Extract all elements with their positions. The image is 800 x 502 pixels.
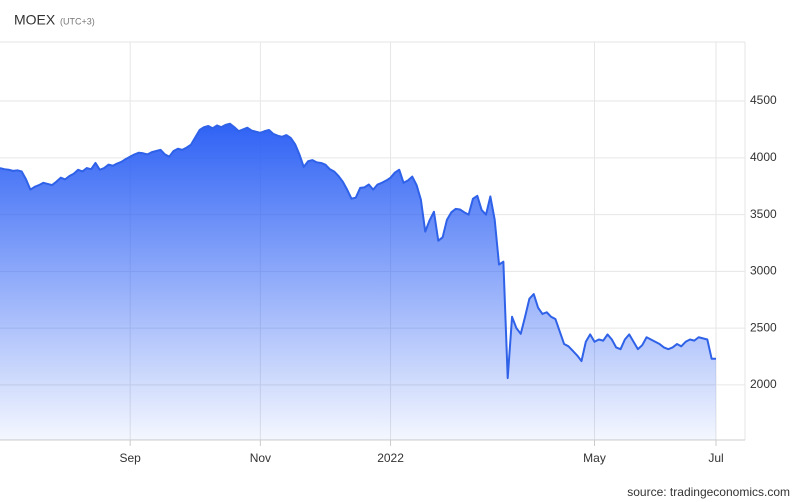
y-tick-label: 2500 xyxy=(750,320,777,334)
x-tick-label: Jul xyxy=(708,451,723,465)
source-note: source: tradingeconomics.com xyxy=(627,485,790,499)
chart-title: MOEX xyxy=(14,12,56,28)
x-tick-label: Sep xyxy=(120,451,142,465)
x-tick-label: Nov xyxy=(250,451,271,465)
area-fill xyxy=(0,123,716,440)
x-tick-label: May xyxy=(583,451,606,465)
y-tick-label: 3500 xyxy=(750,207,777,221)
y-tick-label: 4000 xyxy=(750,150,777,164)
line xyxy=(0,122,716,380)
y-tick-label: 3000 xyxy=(750,264,777,278)
y-tick-label: 4500 xyxy=(750,93,777,107)
x-tick-label: 2022 xyxy=(377,451,404,465)
y-tick-label: 2000 xyxy=(750,377,777,391)
chart-subtitle: (UTC+3) xyxy=(60,16,95,26)
